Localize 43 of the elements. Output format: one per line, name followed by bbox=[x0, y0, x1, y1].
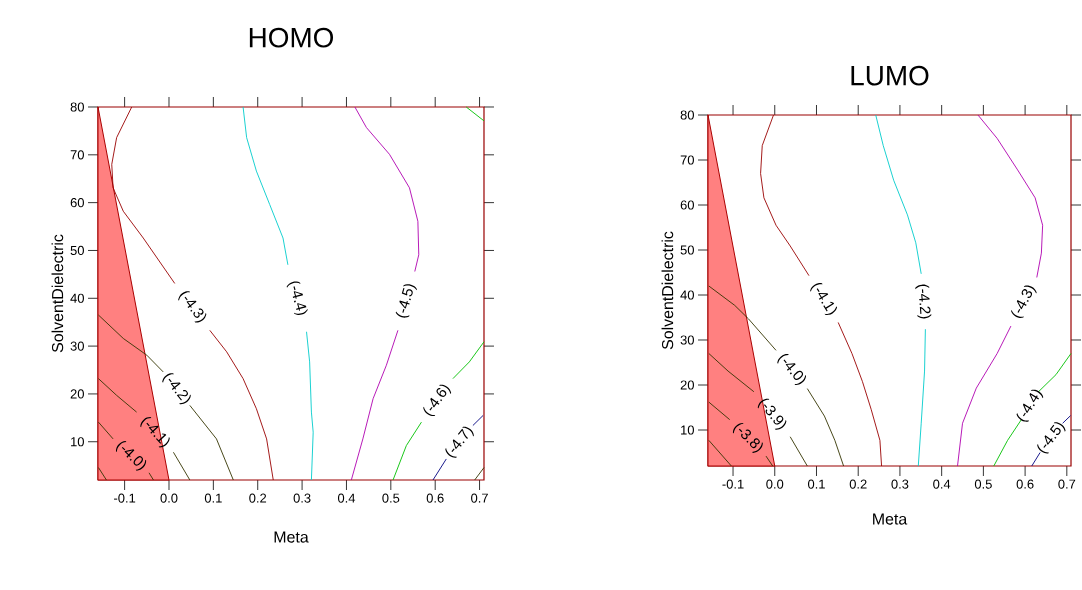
y-tick-label: 30 bbox=[70, 341, 84, 351]
x-tick-label: 0.5 bbox=[382, 493, 400, 503]
y-tick-label: 10 bbox=[681, 425, 694, 435]
x-tick-label: 0.7 bbox=[471, 493, 488, 503]
y-tick-label: 20 bbox=[680, 380, 694, 390]
y-tick-label: 40 bbox=[680, 290, 694, 300]
x-tick-label: 0.3 bbox=[891, 479, 909, 489]
x-tick-label: -0.1 bbox=[722, 479, 744, 489]
y-tick-label: 60 bbox=[680, 200, 694, 210]
x-tick-label: 0.2 bbox=[249, 493, 267, 503]
x-tick-label: 0.5 bbox=[974, 479, 992, 489]
y-axis-title: SolventDielectric bbox=[51, 234, 64, 353]
x-tick-label: 0.1 bbox=[204, 493, 222, 503]
x-tick-label: 0.6 bbox=[1016, 479, 1034, 489]
x-tick-label: 0.7 bbox=[1058, 479, 1076, 489]
x-tick-label: 0.4 bbox=[337, 493, 356, 503]
x-axis-title: Meta bbox=[274, 531, 309, 543]
y-tick-label: 20 bbox=[70, 389, 84, 399]
y-axis-title: SolventDielectric bbox=[661, 231, 674, 350]
y-tick-label: 30 bbox=[680, 335, 694, 345]
y-tick-label: 40 bbox=[70, 293, 84, 303]
y-tick-label: 60 bbox=[70, 198, 84, 208]
x-tick-label: 0.0 bbox=[766, 479, 784, 489]
text: (-4.2) bbox=[915, 284, 932, 319]
chart-title: LUMO bbox=[851, 65, 929, 86]
x-tick-label: -0.1 bbox=[114, 493, 136, 503]
y-tick-label: 80 bbox=[680, 110, 694, 120]
y-tick-label: 70 bbox=[70, 150, 84, 160]
text: (-4.4) bbox=[286, 281, 308, 316]
x-tick-label: 0.3 bbox=[293, 493, 311, 503]
y-tick-label: 10 bbox=[71, 437, 84, 447]
y-tick-label: 80 bbox=[70, 102, 84, 112]
x-tick-label: 0.0 bbox=[160, 493, 178, 503]
chart-title: HOMO bbox=[249, 27, 334, 48]
x-tick-label: 0.4 bbox=[933, 479, 951, 489]
y-tick-label: 50 bbox=[680, 245, 694, 255]
x-tick-label: 0.2 bbox=[849, 479, 867, 489]
x-tick-label: 0.1 bbox=[807, 479, 825, 489]
text: (-4.5) bbox=[395, 284, 417, 318]
y-tick-label: 70 bbox=[680, 155, 694, 165]
x-tick-label: 0.6 bbox=[426, 493, 444, 503]
y-tick-label: 50 bbox=[70, 245, 84, 256]
x-axis-title: Meta bbox=[873, 513, 908, 525]
